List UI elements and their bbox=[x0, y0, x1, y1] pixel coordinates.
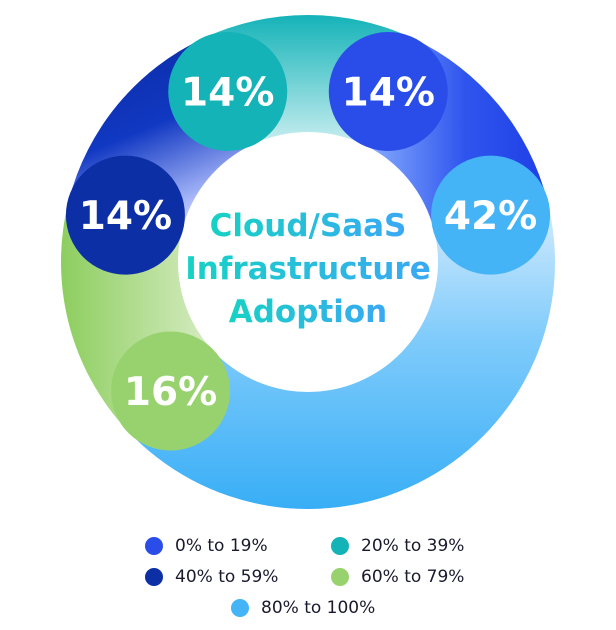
donut-segment-80-to-100 bbox=[127, 200, 556, 510]
chart-legend: 0% to 19% 20% to 39% 40% to 59% 60% to 7… bbox=[0, 530, 616, 630]
legend-item-60-to-79: 60% to 79% bbox=[331, 567, 464, 587]
segment-cap-0-to-19 bbox=[328, 31, 448, 151]
segment-cap-80-to-100 bbox=[431, 155, 551, 275]
chart-title-line-1: Cloud/SaaS bbox=[210, 208, 407, 244]
legend-swatch-icon bbox=[331, 568, 349, 586]
legend-item-0-to-19: 0% to 19% bbox=[145, 536, 268, 556]
legend-swatch-icon bbox=[331, 537, 349, 555]
legend-swatch-icon bbox=[145, 568, 163, 586]
chart-title-line-3: Adoption bbox=[229, 294, 387, 330]
legend-item-20-to-39: 20% to 39% bbox=[331, 536, 464, 556]
value-label-0-to-19: 14% bbox=[342, 70, 435, 115]
value-labels: 14% 42% 16% 14% 14% bbox=[79, 70, 538, 415]
legend-label: 20% to 39% bbox=[361, 536, 465, 556]
legend-label: 80% to 100% bbox=[261, 598, 376, 618]
value-label-60-to-79: 16% bbox=[124, 370, 217, 415]
legend-swatch-icon bbox=[145, 537, 163, 555]
chart-title-line-2: Infrastructure bbox=[185, 251, 431, 287]
segment-caps bbox=[65, 31, 551, 451]
value-label-20-to-39: 14% bbox=[181, 70, 274, 115]
legend-label: 60% to 79% bbox=[361, 567, 465, 587]
legend-swatch-icon bbox=[231, 599, 249, 617]
legend-item-40-to-59: 40% to 59% bbox=[145, 567, 278, 587]
segment-cap-60-to-79 bbox=[111, 331, 231, 451]
legend-label: 0% to 19% bbox=[175, 536, 268, 556]
donut-chart: 14% 42% 16% 14% 14% Cloud/SaaS Infrastructur… bbox=[60, 15, 556, 510]
legend-item-80-to-100: 80% to 100% bbox=[231, 598, 375, 618]
value-label-40-to-59: 14% bbox=[79, 194, 172, 239]
segment-cap-40-to-59 bbox=[65, 155, 185, 275]
legend-label: 40% to 59% bbox=[175, 567, 279, 587]
value-label-80-to-100: 42% bbox=[444, 194, 537, 239]
segment-cap-20-to-39 bbox=[168, 31, 288, 151]
